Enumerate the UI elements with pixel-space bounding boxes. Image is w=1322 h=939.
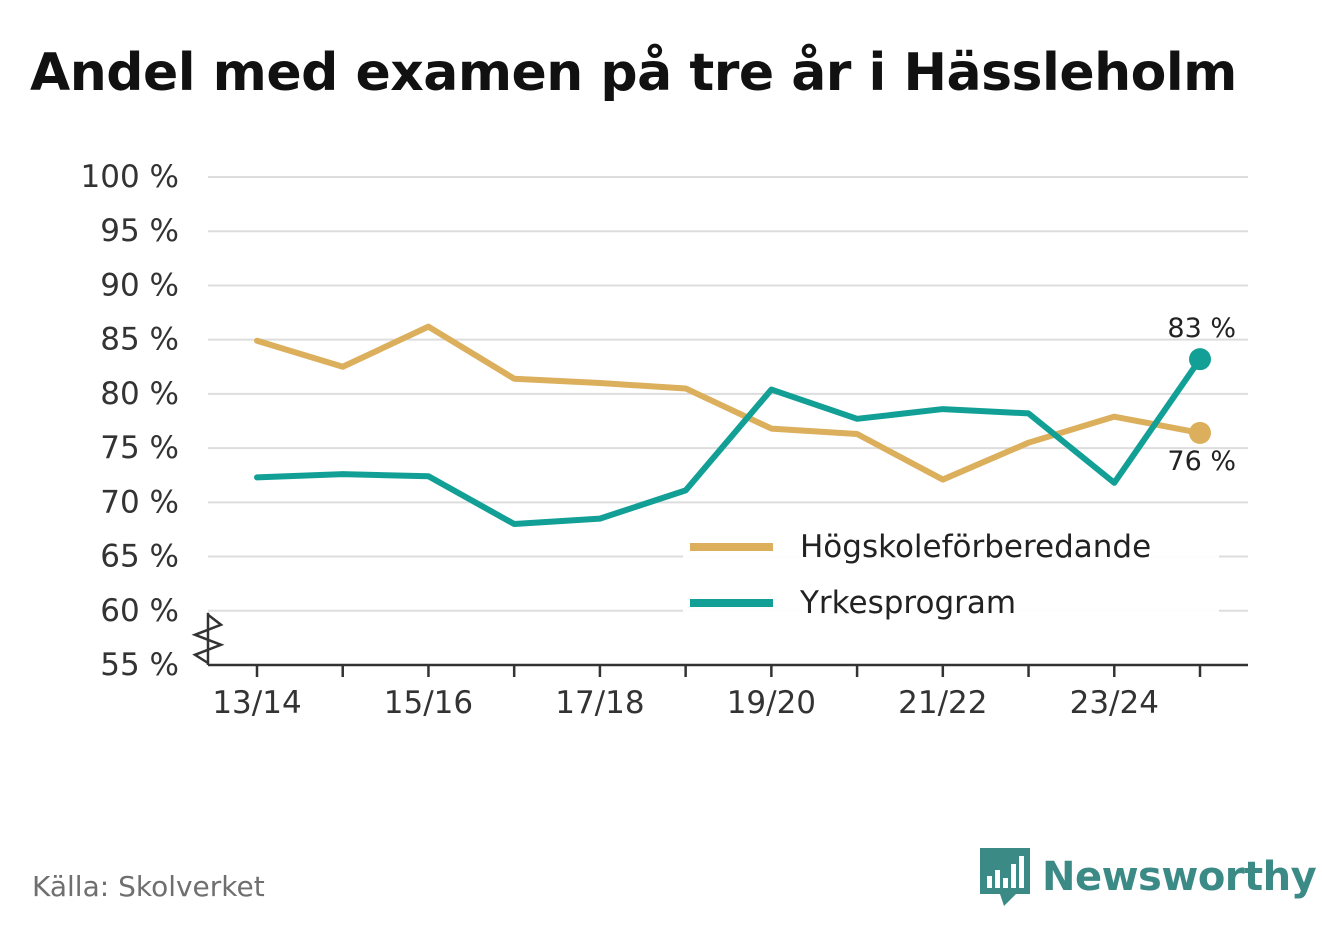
y-tick-label: 80 % — [100, 376, 179, 412]
series-line — [254, 323, 1203, 483]
series-lines — [254, 323, 1211, 528]
brand-name: Newsworthy — [1042, 854, 1317, 900]
axes — [191, 612, 1248, 667]
y-tick-label: 65 % — [100, 539, 179, 575]
legend: Högskoleförberedande Yrkesprogram — [683, 522, 1219, 630]
series-line — [254, 356, 1203, 528]
x-tick-label: 15/16 — [384, 685, 473, 721]
data-label: 76 % — [1167, 446, 1236, 477]
legend-background — [683, 522, 1219, 630]
y-tick-label: 85 % — [100, 322, 179, 358]
y-tick-label: 100 % — [81, 159, 179, 195]
y-tick-label: 75 % — [100, 430, 179, 466]
x-tick-label: 23/24 — [1070, 685, 1159, 721]
x-tick-label: 13/14 — [212, 685, 301, 721]
bar-chart-speech-bubble-icon — [980, 848, 1030, 906]
x-tick-label: 21/22 — [898, 685, 987, 721]
y-axis-tick-labels: 55 % 60 % 65 % 70 % 75 % 80 % 85 % 90 % 95 % 100 … — [81, 159, 179, 683]
x-tick-label: 17/18 — [555, 685, 644, 721]
legend-label: Yrkesprogram — [799, 585, 1016, 621]
legend-label: Högskoleförberedande — [800, 529, 1151, 565]
y-tick-label: 90 % — [100, 267, 179, 303]
chart-title: Andel med examen på tre år i Hässleholm — [30, 43, 1237, 103]
x-tick-label: 19/20 — [727, 685, 816, 721]
end-value-labels: 76 % 83 % — [1167, 313, 1236, 477]
series-end-point — [1189, 348, 1211, 371]
x-axis-tick-labels: 13/14 15/16 17/18 19/20 21/22 23/24 — [212, 665, 1202, 721]
data-label: 83 % — [1167, 313, 1236, 344]
y-tick-label: 95 % — [100, 213, 179, 249]
brand-logo[interactable]: Newsworthy — [980, 848, 1317, 906]
y-tick-label: 55 % — [100, 647, 179, 683]
series-end-point — [1189, 421, 1211, 444]
source-note: Källa: Skolverket — [32, 870, 265, 903]
y-tick-label: 60 % — [100, 593, 179, 629]
axis-break-icon — [191, 613, 225, 665]
y-tick-label: 70 % — [100, 484, 179, 520]
